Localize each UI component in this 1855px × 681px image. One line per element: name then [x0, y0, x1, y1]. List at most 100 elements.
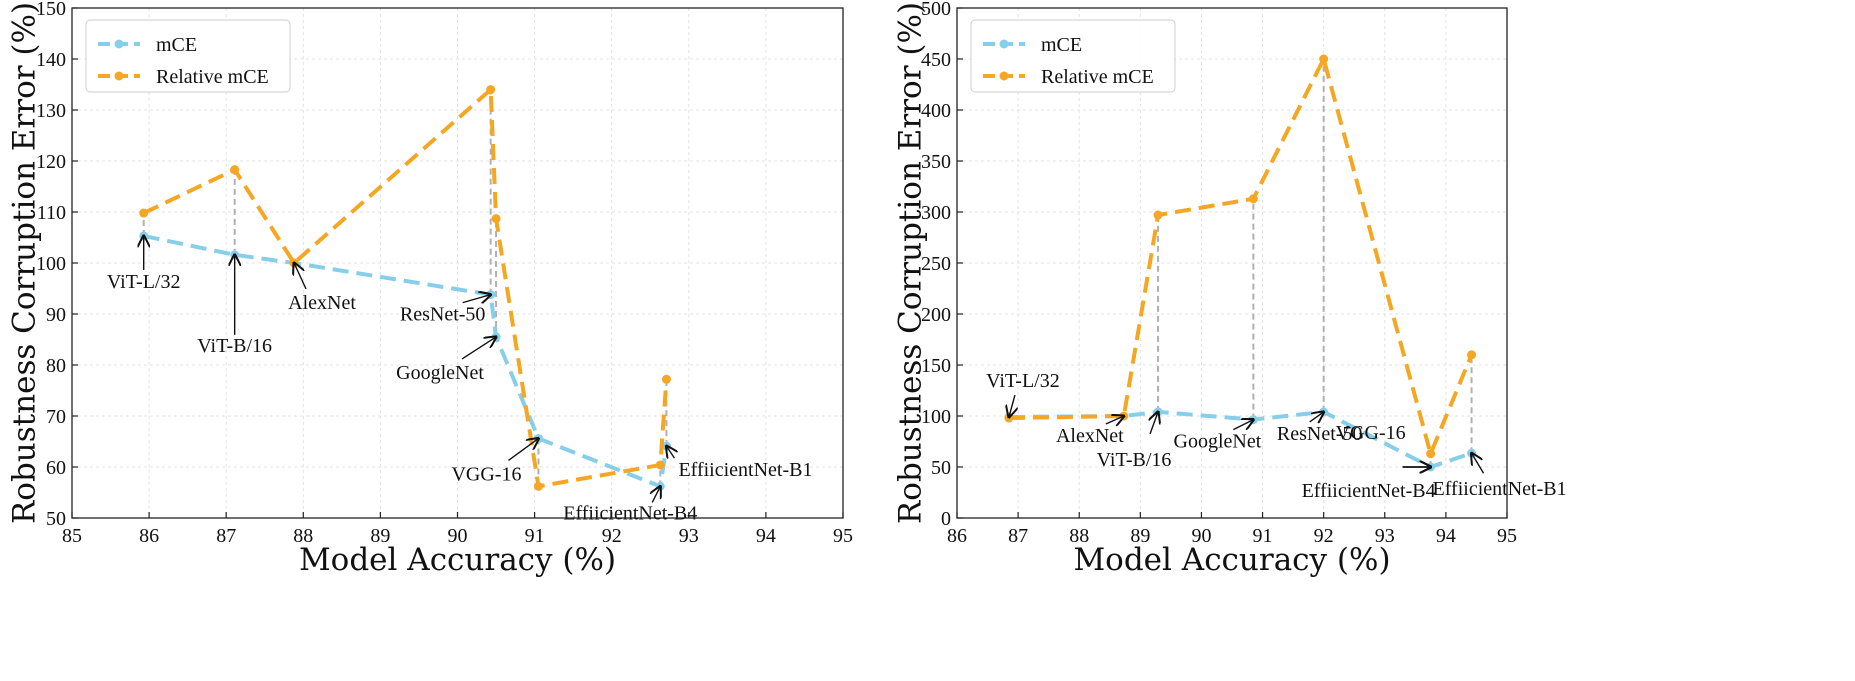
annotation-label: EffiicientNet-B1 [678, 459, 812, 481]
point-relative-mce [1319, 54, 1329, 64]
annotation-arrow [508, 438, 538, 462]
y-tick-label: 500 [921, 0, 951, 20]
point-relative-mce [661, 374, 671, 384]
x-tick-label: 88 [293, 525, 313, 547]
x-tick-label: 87 [216, 525, 236, 547]
y-tick-label: 400 [921, 100, 951, 122]
annotation-arrow [1233, 420, 1253, 430]
point-relative-mce [491, 214, 501, 224]
chart-right-ticks: 86 87 88 89 90 91 92 93 94 95 0 50 100 150 200 250 300 35… [921, 0, 1517, 547]
y-tick-label: 100 [36, 253, 66, 275]
chart-left-legend: mCE Relative mCE [85, 19, 291, 93]
chart-right: 86 87 88 89 90 91 92 93 94 95 0 50 100 150 200 250 300 35… [893, 0, 1567, 578]
point-relative-mce [139, 208, 149, 218]
y-tick-label: 120 [36, 151, 66, 173]
y-tick-label: 80 [46, 355, 66, 377]
x-tick-label: 86 [139, 525, 159, 547]
chart-right-legend: mCE Relative mCE [970, 19, 1176, 93]
point-relative-mce [1467, 350, 1477, 360]
x-tick-label: 85 [62, 525, 82, 547]
y-tick-label: 50 [931, 457, 951, 479]
annotation-label: ResNet-50 [1277, 423, 1363, 445]
x-tick-label: 94 [1436, 525, 1456, 547]
series-line-mce [143, 234, 669, 489]
point-relative-mce [1426, 449, 1436, 459]
y-tick-label: 110 [37, 202, 66, 224]
chart-left-legend-marker-relative-mce [114, 71, 124, 81]
x-tick-label: 88 [1069, 525, 1089, 547]
annotation-label: ViT-L/32 [986, 370, 1060, 392]
x-tick-label: 93 [1375, 525, 1395, 547]
x-tick-label: 89 [370, 525, 390, 547]
y-tick-label: 90 [46, 304, 66, 326]
annotation-label: VGG-16 [1336, 422, 1406, 444]
annotation-label: ResNet-50 [400, 304, 486, 326]
y-tick-label: 100 [921, 406, 951, 428]
point-relative-mce [1248, 194, 1258, 204]
x-tick-label: 92 [1314, 525, 1334, 547]
x-tick-label: 95 [1497, 525, 1517, 547]
chart-right-legend-label-relative-mce: Relative mCE [1041, 66, 1154, 88]
y-tick-label: 150 [36, 0, 66, 20]
chart-left-ticks: 85 86 87 88 89 90 91 92 93 94 95 50 60 70 80 90 100 110 12… [36, 0, 853, 547]
y-tick-label: 250 [921, 253, 951, 275]
chart-left-series [139, 85, 671, 491]
annotation-arrow [666, 446, 674, 458]
annotation-label: ViT-L/32 [107, 271, 181, 293]
chart-right-legend-marker-mce [999, 39, 1009, 49]
chart-right-legend-marker-relative-mce [999, 71, 1009, 81]
chart-left-legend-label-mce: mCE [156, 34, 197, 56]
annotation-label: AlexNet [1056, 425, 1124, 447]
series-line-relative-mce [142, 87, 669, 489]
annotation-arrow [294, 263, 307, 290]
chart-left-legend-marker-mce [114, 39, 124, 49]
y-tick-label: 60 [46, 457, 66, 479]
point-relative-mce [655, 460, 665, 470]
annotation-arrow [462, 295, 491, 303]
chart-left-annotations: ViT-L/32 ViT-B/16 AlexNet ResNet-50 GoogleNe… [107, 236, 812, 524]
series-line-relative-mce [1008, 57, 1474, 456]
y-tick-label: 350 [921, 151, 951, 173]
chart-left-connectors [142, 89, 668, 487]
x-tick-label: 93 [679, 525, 699, 547]
x-tick-label: 86 [947, 525, 967, 547]
y-tick-label: 150 [921, 355, 951, 377]
x-tick-label: 95 [833, 525, 853, 547]
annotation-label: EffiicientNet-B4 [1302, 480, 1436, 502]
chart-right-ylabel: Robustness Corruption Error (%) [893, 2, 929, 524]
y-tick-label: 0 [941, 508, 951, 530]
chart-left-xlabel: Model Accuracy (%) [299, 542, 616, 578]
x-tick-label: 94 [756, 525, 776, 547]
chart-right-xlabel: Model Accuracy (%) [1073, 542, 1390, 578]
chart-left-frame [71, 7, 844, 519]
x-tick-label: 91 [525, 525, 545, 547]
point-relative-mce [533, 481, 543, 491]
point-relative-mce [230, 165, 240, 175]
x-tick-label: 87 [1008, 525, 1028, 547]
annotation-label: ViT-B/16 [1097, 449, 1172, 471]
annotation-arrow [1105, 416, 1124, 424]
annotation-label: AlexNet [288, 292, 356, 314]
chart-right-grid [956, 7, 1508, 519]
annotation-arrow [1472, 453, 1485, 474]
chart-left-ylabel: Robustness Corruption Error (%) [7, 2, 43, 524]
y-tick-label: 50 [46, 508, 66, 530]
chart-left: 85 86 87 88 89 90 91 92 93 94 95 50 60 70 80 90 100 110 12… [7, 0, 854, 578]
annotation-label: GoogleNet [1174, 431, 1262, 453]
annotation-label: ViT-B/16 [197, 335, 272, 357]
annotation-arrow [1009, 394, 1015, 417]
x-tick-label: 90 [448, 525, 468, 547]
x-tick-label: 92 [602, 525, 622, 547]
point-relative-mce [1153, 210, 1163, 220]
annotation-arrow [1309, 412, 1324, 422]
chart-left-legend-label-relative-mce: Relative mCE [156, 66, 269, 88]
annotation-arrow [461, 337, 496, 360]
annotation-arrow [1150, 412, 1158, 435]
y-tick-label: 140 [36, 49, 66, 71]
annotation-arrow [652, 486, 660, 503]
x-tick-label: 91 [1253, 525, 1273, 547]
y-tick-label: 200 [921, 304, 951, 326]
annotation-label: EffiicientNet-B4 [563, 502, 697, 524]
